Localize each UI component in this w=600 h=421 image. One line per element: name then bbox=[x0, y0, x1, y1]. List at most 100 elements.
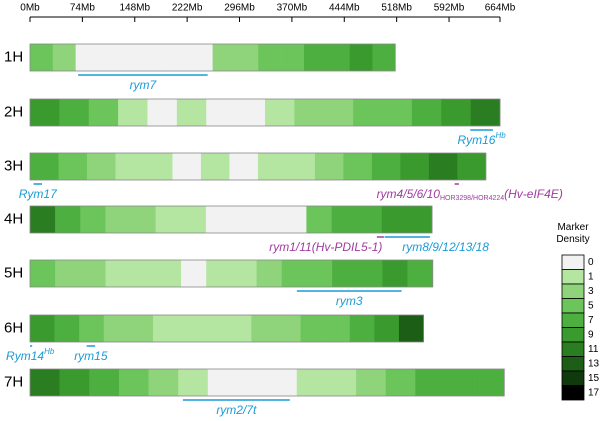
legend-label: 9 bbox=[588, 330, 594, 341]
annotation-text: rym8/9/12/13/18 bbox=[402, 240, 489, 254]
density-bin bbox=[349, 44, 373, 71]
density-bin bbox=[212, 44, 236, 71]
density-bin bbox=[374, 315, 400, 342]
density-bin bbox=[200, 153, 230, 180]
annotation-label: rym4/5/6/10HOR3298/HOR4224(Hv-eIF4E) bbox=[377, 187, 563, 202]
density-bin bbox=[281, 206, 307, 233]
annotation-text: Rym16 bbox=[457, 133, 495, 147]
density-bin bbox=[148, 369, 179, 396]
density-bin bbox=[130, 260, 157, 287]
density-bin bbox=[372, 44, 396, 71]
annotation-text: (Hv-eIF4E) bbox=[504, 187, 563, 201]
density-bin bbox=[411, 99, 442, 126]
density-bin bbox=[30, 206, 56, 233]
density-bin bbox=[258, 44, 282, 71]
density-bin bbox=[155, 206, 182, 233]
density-bin bbox=[237, 369, 268, 396]
density-bin bbox=[202, 315, 228, 342]
chromosome-outline bbox=[29, 43, 396, 72]
density-bin bbox=[294, 99, 325, 126]
density-bin bbox=[80, 260, 106, 287]
density-bin bbox=[30, 260, 56, 287]
density-bin bbox=[75, 44, 99, 71]
density-bin bbox=[128, 315, 154, 342]
density-bin bbox=[398, 315, 424, 342]
legend-title: Marker Density bbox=[556, 222, 590, 245]
density-bin bbox=[189, 44, 213, 71]
legend-swatch bbox=[561, 254, 585, 270]
density-bin bbox=[326, 44, 350, 71]
legend-label: 13 bbox=[588, 359, 600, 370]
density-bin bbox=[235, 44, 259, 71]
annotation-label: Rym16Hb bbox=[457, 131, 506, 147]
density-bin bbox=[326, 369, 357, 396]
x-tick-label: 0Mb bbox=[20, 3, 40, 14]
density-bin bbox=[152, 315, 178, 342]
density-bin bbox=[89, 369, 120, 396]
x-tick-label: 148Mb bbox=[119, 3, 150, 14]
annotation-label: Rym17 bbox=[19, 187, 58, 201]
density-bin bbox=[118, 369, 149, 396]
density-bin bbox=[382, 260, 408, 287]
density-bin bbox=[30, 153, 59, 180]
chromosome-label: 1H bbox=[4, 48, 23, 65]
legend-swatch bbox=[561, 298, 585, 314]
density-bin bbox=[147, 99, 178, 126]
legend-label: 3 bbox=[588, 286, 594, 297]
chromosome-outline bbox=[29, 314, 424, 343]
legend-swatch bbox=[561, 341, 585, 357]
density-bin bbox=[325, 315, 351, 342]
annotation-label: rym1/11(Hv-PDIL5-1) bbox=[269, 240, 382, 254]
legend-label: 15 bbox=[588, 373, 600, 384]
density-bin bbox=[155, 260, 182, 287]
density-bin bbox=[332, 260, 358, 287]
density-bin bbox=[349, 315, 375, 342]
density-bin bbox=[286, 153, 316, 180]
legend-swatch bbox=[561, 327, 585, 343]
annotation-text: HOR3298/HOR4224 bbox=[440, 195, 504, 202]
annotation-text: Hb bbox=[495, 131, 506, 140]
density-bin bbox=[381, 206, 408, 233]
density-bin bbox=[407, 260, 434, 287]
density-bin bbox=[226, 315, 252, 342]
legend-label: 1 bbox=[588, 272, 594, 283]
density-bin bbox=[353, 99, 383, 126]
legend-swatch bbox=[561, 283, 585, 299]
density-bin bbox=[80, 206, 106, 233]
chromosome-outline bbox=[29, 152, 487, 181]
density-bin bbox=[172, 153, 202, 180]
density-bin bbox=[314, 153, 344, 180]
density-bin bbox=[300, 315, 326, 342]
density-bin bbox=[121, 44, 145, 71]
chromosome-outline bbox=[29, 259, 434, 288]
annotation-text: rym1/11(Hv-PDIL5-1) bbox=[269, 240, 382, 254]
density-bin bbox=[206, 99, 236, 126]
x-tick-label: 222Mb bbox=[172, 3, 203, 14]
density-bin bbox=[205, 206, 232, 233]
density-bin bbox=[306, 206, 332, 233]
density-bin bbox=[58, 153, 88, 180]
x-tick-label: 592Mb bbox=[434, 3, 465, 14]
annotation-text: rym4/5/6/10 bbox=[377, 187, 441, 201]
density-bin bbox=[206, 260, 232, 287]
legend-swatch bbox=[561, 370, 585, 386]
chromosome-label: 3H bbox=[4, 157, 23, 174]
density-bin bbox=[256, 206, 282, 233]
density-bin bbox=[256, 260, 283, 287]
density-bin bbox=[177, 315, 203, 342]
density-bin bbox=[275, 315, 301, 342]
density-bin bbox=[231, 260, 257, 287]
density-bin bbox=[144, 44, 168, 71]
annotation-text: Hb bbox=[44, 347, 55, 356]
annotation-label: Rym14Hb bbox=[6, 347, 55, 363]
annotation-label: rym3 bbox=[336, 294, 363, 308]
legend-swatch bbox=[561, 356, 585, 372]
density-bin bbox=[115, 153, 145, 180]
density-bin bbox=[303, 44, 328, 71]
density-bin bbox=[98, 44, 122, 71]
density-bin bbox=[55, 260, 81, 287]
density-bin bbox=[180, 206, 207, 233]
x-tick-label: 74Mb bbox=[70, 3, 95, 14]
density-bin bbox=[54, 315, 80, 342]
